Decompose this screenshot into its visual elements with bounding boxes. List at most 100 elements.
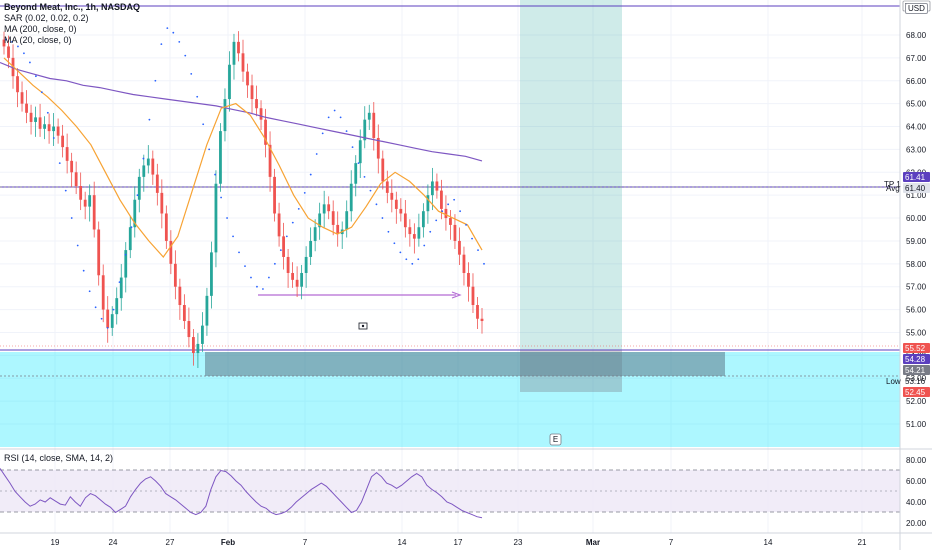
price-tag-label[interactable]: Avg bbox=[886, 184, 900, 193]
range-rectangle[interactable] bbox=[205, 352, 725, 376]
ma200-line bbox=[0, 61, 483, 162]
sar-dot bbox=[112, 308, 115, 311]
price-tag-label[interactable]: 55.52 bbox=[905, 344, 926, 353]
candle-body bbox=[458, 240, 461, 255]
rsi-axis[interactable]: 80.00 60.00 40.00 20.00 bbox=[906, 456, 927, 528]
candle-body bbox=[412, 234, 416, 239]
candle-body bbox=[390, 192, 394, 200]
rsi-legend[interactable]: RSI (14, close, SMA, 14, 2) bbox=[4, 453, 114, 463]
candle-body bbox=[228, 64, 231, 100]
time-tick-label: 23 bbox=[514, 538, 523, 547]
candle-body bbox=[376, 137, 380, 159]
price-tag-bg bbox=[903, 354, 930, 364]
currency-badge[interactable]: USD bbox=[905, 3, 928, 14]
sar-dot bbox=[11, 40, 13, 43]
candle-body bbox=[421, 211, 425, 228]
rsi-tick-label: 20.00 bbox=[906, 519, 927, 528]
sar-dot bbox=[118, 281, 121, 284]
candle-body bbox=[142, 165, 146, 177]
candle-body bbox=[70, 160, 74, 173]
price-tag-label[interactable]: 54.21 bbox=[905, 366, 926, 375]
price-tag-label[interactable]: TP 1 bbox=[884, 180, 901, 189]
candle-body bbox=[331, 211, 335, 225]
price-tick-label: 67.00 bbox=[906, 54, 927, 63]
eye-icon[interactable] bbox=[358, 322, 368, 330]
sar-dot bbox=[70, 217, 73, 219]
candle-body bbox=[358, 140, 362, 164]
candle-body bbox=[196, 343, 200, 354]
candle-body bbox=[201, 325, 204, 344]
price-tag-bg bbox=[903, 365, 930, 375]
earnings-e-badge[interactable]: E bbox=[549, 433, 562, 446]
long-position-target-area[interactable] bbox=[520, 0, 622, 350]
sar-dot bbox=[297, 208, 300, 210]
candle-body bbox=[246, 71, 249, 86]
sar-dot bbox=[94, 306, 97, 309]
sar-dot bbox=[256, 285, 258, 288]
sar-dot bbox=[178, 40, 181, 43]
price-tag-bg bbox=[903, 343, 930, 353]
candle-body bbox=[146, 158, 150, 166]
indicator-ma200-label[interactable]: MA (200, close, 0) bbox=[4, 24, 77, 34]
candle-body bbox=[34, 117, 37, 122]
candle-body bbox=[137, 176, 141, 200]
sar-dot bbox=[333, 109, 336, 112]
candle-body bbox=[417, 227, 421, 239]
price-tag-label[interactable]: 54.28 bbox=[905, 355, 926, 364]
price-tick-label: 56.00 bbox=[906, 306, 927, 315]
price-tick-label: 64.00 bbox=[906, 123, 927, 132]
candle-body bbox=[399, 208, 403, 214]
price-tick-label: 66.00 bbox=[906, 77, 927, 86]
price-tag-label[interactable]: 53.16 bbox=[905, 377, 926, 386]
price-tag-label[interactable]: Low bbox=[886, 377, 901, 386]
sar-dot bbox=[393, 242, 396, 245]
sar-dot bbox=[148, 118, 151, 121]
candle-body bbox=[38, 117, 42, 129]
price-tick-label: 53.00 bbox=[906, 374, 927, 383]
sar-dot bbox=[327, 116, 330, 119]
time-axis[interactable]: 19 24 27 Feb 7 14 17 23 Mar 7 14 21 bbox=[51, 538, 867, 547]
sar-dot bbox=[291, 221, 294, 224]
candle-body bbox=[313, 227, 317, 241]
price-tick-label: 63.00 bbox=[906, 145, 927, 154]
price-tag-label[interactable]: 61.41 bbox=[905, 173, 926, 182]
indicator-ma20-label[interactable]: MA (20, close, 0) bbox=[4, 35, 72, 45]
sar-dot bbox=[34, 75, 37, 78]
sar-dot bbox=[142, 157, 145, 160]
candle-body bbox=[304, 256, 308, 273]
candle-body bbox=[191, 337, 195, 354]
price-tag-label[interactable]: 61.40 bbox=[905, 184, 926, 193]
sar-dot bbox=[58, 162, 61, 165]
candle-body bbox=[467, 272, 470, 287]
time-tick-label: 7 bbox=[669, 538, 674, 547]
sar-dot bbox=[238, 251, 240, 254]
sar-dot bbox=[423, 244, 426, 247]
sar-dot bbox=[309, 173, 312, 176]
candle-body bbox=[83, 199, 87, 207]
sar-dot bbox=[381, 217, 384, 219]
sar-dot bbox=[477, 249, 479, 251]
indicator-sar-label[interactable]: SAR (0.02, 0.02, 0.2) bbox=[4, 13, 89, 23]
sar-series bbox=[5, 27, 485, 329]
candle-body bbox=[449, 218, 452, 225]
candle-body bbox=[205, 295, 209, 326]
candle-body bbox=[119, 277, 123, 299]
candle-body bbox=[97, 229, 101, 276]
sar-dot bbox=[23, 52, 25, 55]
candle-body bbox=[273, 176, 276, 214]
price-tag-label[interactable]: 52.45 bbox=[905, 388, 926, 397]
candle-body bbox=[476, 305, 479, 319]
sar-dot bbox=[453, 198, 456, 201]
rsi-line bbox=[0, 468, 483, 519]
sar-dot bbox=[46, 111, 49, 114]
candle-body bbox=[367, 112, 371, 120]
candle-body bbox=[25, 103, 28, 113]
price-tick-label: 57.00 bbox=[906, 283, 927, 292]
symbol-title[interactable]: Beyond Meat, Inc., 1h, NASDAQ bbox=[4, 2, 141, 12]
candle-body bbox=[151, 158, 155, 175]
price-tick-label: 51.00 bbox=[906, 420, 927, 429]
candle-body bbox=[61, 135, 65, 148]
candle-body bbox=[241, 53, 245, 72]
